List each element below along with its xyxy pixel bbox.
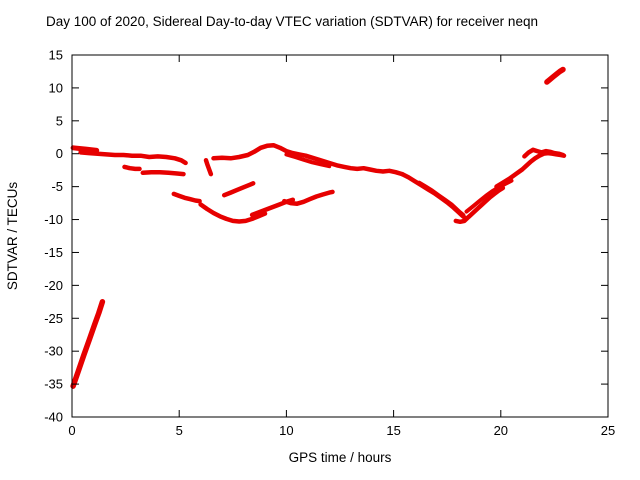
- series-hook-10-12: [282, 189, 335, 206]
- x-axis-label: GPS time / hours: [289, 450, 392, 465]
- x-tick-label: 20: [494, 423, 508, 438]
- y-tick-label: -35: [44, 377, 63, 392]
- data-series-layer: [70, 66, 567, 389]
- y-tick-label: -40: [44, 410, 63, 425]
- y-axis-label: SDTVAR / TECUs: [5, 182, 20, 291]
- y-tick-label: -10: [44, 212, 63, 227]
- axis-ticks-layer: 0 5 10 15 20 25 -40 -35 -30 -25 -20 -15 -10 -5 0 5 10 15: [44, 48, 615, 439]
- series-final-rise-to-zero: [494, 150, 567, 189]
- x-tick-label: 5: [176, 423, 183, 438]
- x-tick-label: 10: [279, 423, 293, 438]
- series-deep-dip-minus10: [198, 202, 268, 224]
- y-tick-label: -5: [51, 179, 63, 194]
- series-rise-to-minus4: [221, 181, 256, 198]
- y-tick-label: -25: [44, 311, 63, 326]
- series-central-band-parallel: [284, 152, 332, 169]
- series-minus3-band: [140, 169, 186, 177]
- x-tick-label: 0: [68, 423, 75, 438]
- y-tick-label: -15: [44, 245, 63, 260]
- series-zero-band-early: [78, 150, 188, 166]
- series-end-zero-band: [522, 147, 566, 159]
- series-early-high-band: [70, 145, 100, 153]
- chart-title: Day 100 of 2020, Sidereal Day-to-day VTE…: [46, 14, 538, 29]
- y-tick-label: -30: [44, 344, 63, 359]
- series-descent-parallel: [417, 180, 466, 217]
- x-tick-label: 15: [386, 423, 400, 438]
- series-steep-segment-lower-left: [70, 299, 106, 389]
- y-tick-label: 10: [49, 80, 63, 95]
- series-top-right-segment: [544, 66, 566, 85]
- y-tick-label: 0: [56, 146, 63, 161]
- series-minimum-and-rise: [453, 185, 506, 225]
- series-main-central-band: [211, 142, 405, 177]
- y-tick-label: -20: [44, 278, 63, 293]
- series-descent-15-18: [399, 171, 468, 221]
- y-tick-label: 5: [56, 113, 63, 128]
- series-short-steep-drop: [203, 158, 214, 177]
- series-arc-minus6: [171, 191, 202, 204]
- plot-border: [71, 54, 609, 418]
- y-tick-label: 15: [49, 48, 63, 63]
- series-minus2-blob: [122, 164, 142, 172]
- x-tick-label: 25: [601, 423, 615, 438]
- plot-frame: [71, 54, 609, 418]
